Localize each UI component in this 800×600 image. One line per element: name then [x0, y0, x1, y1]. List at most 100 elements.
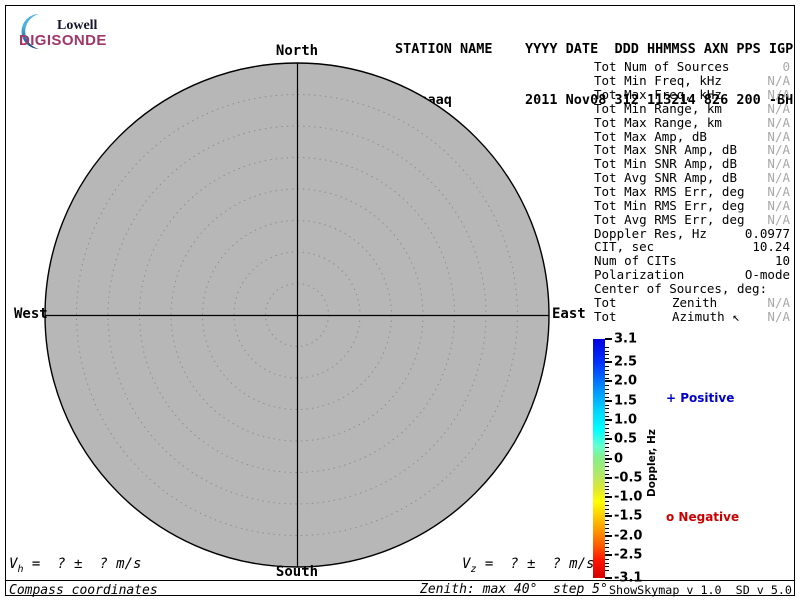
stats-label: Polarization — [594, 267, 685, 283]
colorbar-major-tick — [605, 457, 612, 460]
compass-label-east: East — [552, 306, 586, 322]
stats-value: N/A — [767, 211, 790, 227]
vz-subscript: z — [470, 563, 477, 575]
stats-value: N/A — [767, 308, 790, 324]
stats-label: Num of CITs — [594, 253, 677, 269]
colorbar-minor-tick — [605, 443, 609, 445]
stats-row: Tot Min SNR Amp, dB N/A — [594, 156, 790, 172]
compass-label-south: South — [275, 564, 319, 580]
colorbar-minor-tick — [605, 454, 609, 456]
stats-row: Tot Azimuth ↖ N/A — [594, 308, 790, 324]
stats-label: Tot Avg RMS Err, deg — [594, 211, 745, 227]
colorbar-minor-tick — [605, 566, 609, 568]
colorbar-minor-tick — [605, 462, 609, 464]
colorbar-minor-tick — [605, 369, 609, 371]
colorbar-tick-label: 2.5 — [614, 354, 638, 370]
stats-row: Num of CITs 10 — [594, 253, 790, 269]
crescent-moon-icon — [21, 14, 39, 49]
stats-row: Tot Num of Sources 0 — [594, 59, 790, 75]
stats-row: Tot Max SNR Amp, dB N/A — [594, 142, 790, 158]
stats-label: CIT, sec — [594, 239, 655, 255]
doppler-colorbar — [593, 339, 605, 578]
stats-label: Tot Num of Sources — [594, 59, 730, 75]
stats-label: Tot Max RMS Err, deg — [594, 184, 745, 200]
colorbar-minor-tick — [605, 539, 609, 541]
stats-label: Tot Min Range, km — [594, 100, 722, 116]
colorbar-minor-tick — [605, 489, 609, 491]
stats-label: Tot Max Freq, kHz — [594, 87, 722, 103]
colorbar-tick-label: -3.1 — [614, 570, 643, 586]
colorbar-minor-tick — [605, 408, 609, 410]
colorbar-tick-label: 2.0 — [614, 373, 638, 389]
colorbar-minor-tick — [605, 404, 609, 406]
stats-sublabel: Zenith — [672, 294, 718, 310]
statistics-panel: Tot Num of Sources 0 Tot Min Freq, kHz N/A T… — [594, 59, 790, 324]
stats-value: N/A — [767, 87, 790, 103]
stats-row: Center of Sources, deg: — [594, 281, 790, 296]
stats-row: CIT, sec 10.24 — [594, 239, 790, 255]
stats-value: N/A — [767, 294, 790, 310]
vz-velocity-readout: Vz = ? ± ? m/s — [462, 556, 594, 575]
colorbar-minor-tick — [605, 481, 609, 483]
stats-value: N/A — [767, 184, 790, 200]
stats-value: 0 — [782, 59, 790, 75]
colorbar-minor-tick — [605, 431, 609, 433]
colorbar-major-tick — [605, 399, 612, 402]
colorbar-minor-tick — [605, 377, 609, 379]
colorbar-major-tick — [605, 534, 612, 537]
colorbar-minor-tick — [605, 416, 609, 418]
stats-label: Tot Max Range, km — [594, 114, 722, 130]
stats-row: Polarization O-mode — [594, 267, 790, 283]
logo-text-lowell: Lowell — [57, 18, 98, 33]
colorbar-major-tick — [605, 553, 612, 556]
stats-row: Tot Zenith N/A — [594, 294, 790, 310]
stats-value: 10 — [774, 253, 790, 269]
colorbar-minor-tick — [605, 412, 609, 414]
colorbar-minor-tick — [605, 366, 609, 367]
stats-value: 0.0977 — [744, 225, 790, 241]
colorbar-major-tick — [605, 515, 612, 518]
colorbar-minor-tick — [605, 393, 609, 394]
colorbar-minor-tick — [605, 508, 609, 510]
stats-label: Tot Min Freq, kHz — [594, 73, 722, 89]
positive-doppler-legend: + Positive — [666, 391, 735, 405]
stats-row: Tot Min Range, km N/A — [594, 100, 790, 116]
colorbar-tick-label: 1.5 — [614, 393, 638, 409]
colorbar-minor-tick — [605, 562, 609, 564]
stats-label: Tot Avg SNR Amp, dB — [594, 170, 737, 186]
compass-label-north: North — [275, 43, 319, 59]
vh-value: = ? ± ? m/s — [23, 556, 142, 572]
colorbar-minor-tick — [605, 493, 609, 495]
colorbar-minor-tick — [605, 373, 609, 375]
stats-label: Tot Max Amp, dB — [594, 128, 707, 144]
colorbar-tick-label: -1.0 — [614, 489, 643, 505]
stats-value: N/A — [767, 156, 790, 172]
stats-value: N/A — [767, 197, 790, 213]
stats-row: Tot Avg RMS Err, deg N/A — [594, 211, 790, 227]
colorbar-major-tick — [605, 438, 612, 441]
colorbar-tick-label: 0 — [614, 451, 624, 466]
vh-velocity-readout: Vh = ? ± ? m/s — [9, 556, 141, 575]
colorbar-minor-tick — [605, 385, 609, 387]
colorbar-minor-tick — [605, 389, 609, 391]
station-header: STATION NAME YYYY DATE DDD HHMMSS AXN PP… — [395, 7, 793, 143]
stats-value: N/A — [767, 73, 790, 89]
vz-value: = ? ± ? m/s — [476, 556, 595, 572]
colorbar-minor-tick — [605, 527, 609, 529]
colorbar-minor-tick — [605, 470, 609, 472]
stats-label: Tot Min RMS Err, deg — [594, 197, 745, 213]
colorbar-minor-tick — [605, 543, 609, 545]
colorbar-major-tick — [605, 338, 612, 340]
colorbar-minor-tick — [605, 435, 609, 437]
compass-label-west: West — [14, 306, 48, 322]
stats-row: Tot Max Freq, kHz N/A — [594, 87, 790, 103]
colorbar-tick-label: 0.5 — [614, 431, 638, 447]
stats-label: Tot Max SNR Amp, dB — [594, 142, 737, 158]
colorbar-minor-tick — [605, 450, 609, 452]
colorbar-minor-tick — [605, 427, 609, 429]
station-header-columns: STATION NAME YYYY DATE DDD HHMMSS AXN PP… — [395, 41, 794, 57]
stats-row: Doppler Res, Hz 0.0977 — [594, 225, 790, 241]
colorbar-axis-title: Doppler, Hz — [646, 429, 658, 497]
colorbar-tick-label: 1.0 — [614, 412, 638, 428]
